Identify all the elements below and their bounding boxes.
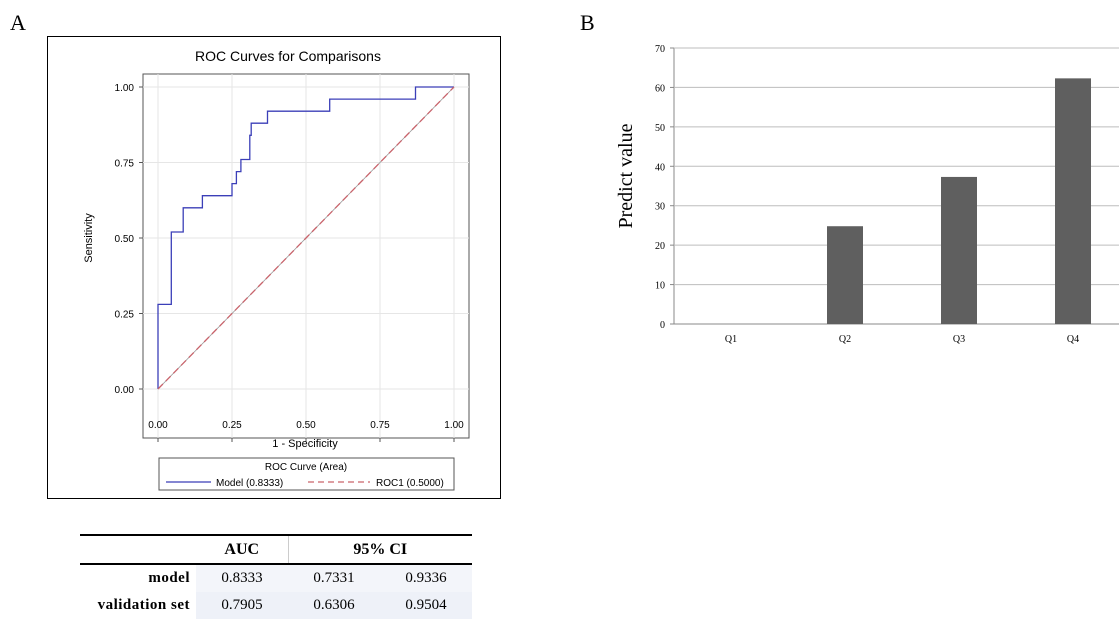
roc-legend: ROC Curve (Area) Model (0.8333) ROC1 (0.… <box>158 457 455 491</box>
bar-q4 <box>1055 78 1091 324</box>
roc-legend-title: ROC Curve (Area) <box>265 462 347 473</box>
roc-x-tick-label: 0.00 <box>148 420 168 431</box>
table-header-blank <box>80 535 196 564</box>
legend-roc1-label: ROC1 (0.5000) <box>376 478 444 489</box>
panel-b-label: B <box>580 10 595 35</box>
roc-x-tick-label: 0.75 <box>370 420 390 431</box>
table-header-auc: AUC <box>196 535 289 564</box>
roc-x-axis-label: 1 - Specificity <box>272 438 338 450</box>
table-cell-auc: 0.8333 <box>196 564 288 592</box>
bar-y-tick-label: 60 <box>655 83 665 94</box>
bar-y-tick-label: 0 <box>660 320 665 331</box>
roc-y-tick-label: 0.75 <box>115 159 135 170</box>
bar-y-tick-label: 30 <box>655 202 665 213</box>
table-header-ci: 95% CI <box>353 540 408 558</box>
roc-y-tick-label: 0.00 <box>115 385 135 396</box>
bar-x-tick-label: Q1 <box>725 334 737 345</box>
legend-model-label: Model (0.8333) <box>216 478 283 489</box>
roc-chart-title: ROC Curves for Comparisons <box>195 48 381 64</box>
bar-y-tick-label: 40 <box>655 162 665 173</box>
panel-a-label: A <box>10 10 26 35</box>
roc-y-tick-label: 0.50 <box>115 234 135 245</box>
bar-q3 <box>941 176 977 324</box>
bar-y-tick-label: 50 <box>655 123 665 134</box>
roc-roc1-curve <box>157 86 455 390</box>
table-cell-auc: 0.7905 <box>196 592 288 619</box>
roc-y-axis-label: Sensitivity <box>83 213 95 263</box>
table-cell-ci-low: 0.6306 <box>288 592 380 619</box>
table-row: validation set 0.7905 0.6306 0.9504 <box>80 592 472 619</box>
roc-y-tick-label: 1.00 <box>115 83 135 94</box>
roc-chart: ROC Curves for Comparisons 0.00 0.25 0.50 0… <box>83 48 470 491</box>
roc-y-tick-label: 0.25 <box>115 310 135 321</box>
table-cell-ci-low: 0.7331 <box>288 564 380 592</box>
bar-y-axis-label: Predict value <box>615 123 637 228</box>
bar-y-tick-label: 70 <box>655 44 665 55</box>
bar-y-tick-label: 10 <box>655 281 665 292</box>
table-row-label: model <box>148 570 190 586</box>
roc-x-tick-label: 0.25 <box>222 420 242 431</box>
bar-y-tick-label: 20 <box>655 241 665 252</box>
roc-x-tick-label: 1.00 <box>444 420 464 431</box>
bar-x-tick-label: Q2 <box>839 334 851 345</box>
table-row: model 0.8333 0.7331 0.9336 <box>80 564 472 592</box>
table-row-label: validation set <box>97 597 190 613</box>
roc-model-curve <box>157 86 454 389</box>
roc-chart-frame: ROC Curves for Comparisons 0.00 0.25 0.50 0… <box>47 36 501 499</box>
table-cell-ci-high: 0.9336 <box>380 564 472 592</box>
bar-x-tick-label: Q4 <box>1067 334 1079 345</box>
table-cell-ci-high: 0.9504 <box>380 592 472 619</box>
table-header-row: AUC 95% CI <box>80 535 472 564</box>
auc-table: AUC 95% CI model 0.8333 0.7331 0.9336 va… <box>80 534 472 619</box>
bar-q2 <box>827 226 863 324</box>
bar-x-tick-label: Q3 <box>953 334 965 345</box>
roc-x-tick-label: 0.50 <box>296 420 316 431</box>
